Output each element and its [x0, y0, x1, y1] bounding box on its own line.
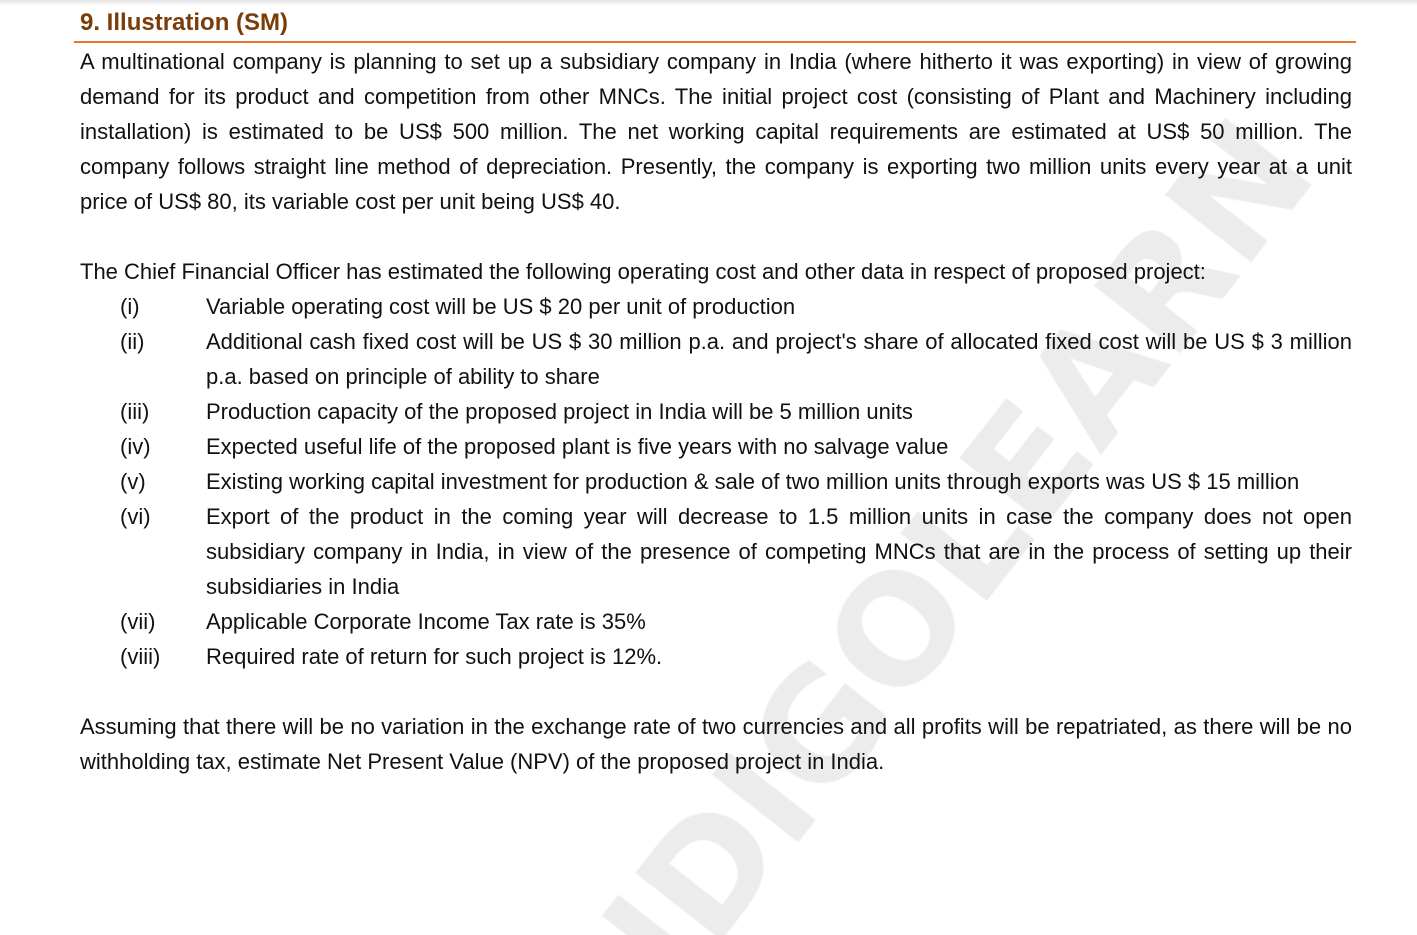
assumption-list: (i) Variable operating cost will be US $ … — [80, 289, 1352, 674]
list-item: (vi) Export of the product in the coming … — [80, 499, 1352, 604]
item-number: (i) — [120, 294, 140, 319]
item-number: (iii) — [120, 399, 150, 424]
list-item: (viii) Required rate of return for such p… — [80, 639, 1352, 674]
list-item: (iv) Expected useful life of the proposed… — [80, 429, 1352, 464]
list-item: (ii) Additional cash fixed cost will be U… — [80, 324, 1352, 394]
item-text: Variable operating cost will be US $ 20 … — [206, 294, 796, 319]
list-item: (v) Existing working capital investment f… — [80, 464, 1352, 499]
item-text: Required rate of return for such project… — [206, 644, 663, 669]
list-item: (vii) Applicable Corporate Income Tax rat… — [80, 604, 1352, 639]
item-number: (vi) — [120, 504, 151, 529]
item-number: (iv) — [120, 434, 151, 459]
item-number: (viii) — [120, 644, 161, 669]
item-text: Production capacity of the proposed proj… — [206, 399, 913, 424]
item-text: Applicable Corporate Income Tax rate is … — [206, 609, 646, 634]
item-number: (ii) — [120, 329, 145, 354]
document-body: 9. Illustration (SM) A multinational com… — [74, 0, 1356, 779]
heading-divider — [74, 41, 1356, 43]
item-text: Additional cash fixed cost will be US $ … — [206, 329, 1352, 389]
list-item: (iii) Production capacity of the proposed… — [80, 394, 1352, 429]
item-number: (vii) — [120, 609, 156, 634]
item-text: Export of the product in the coming year… — [206, 504, 1352, 599]
item-text: Expected useful life of the proposed pla… — [206, 434, 949, 459]
item-text: Existing working capital investment for … — [206, 469, 1300, 494]
intro-paragraph: A multinational company is planning to s… — [80, 49, 1352, 214]
question-paragraph: Assuming that there will be no variation… — [80, 714, 1352, 774]
list-item: (i) Variable operating cost will be US $ … — [80, 289, 1352, 324]
section-heading: 9. Illustration (SM) — [80, 9, 289, 36]
cfo-paragraph: The Chief Financial Officer has estimate… — [80, 259, 1206, 284]
item-number: (v) — [120, 469, 146, 494]
